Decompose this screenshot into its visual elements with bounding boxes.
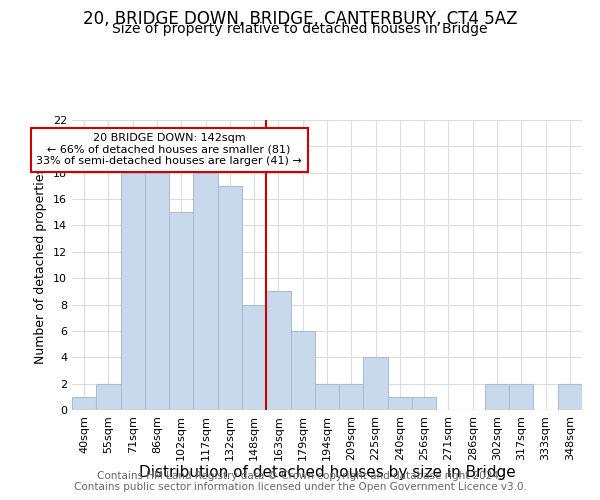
Bar xyxy=(388,397,412,410)
Bar xyxy=(364,358,388,410)
Text: Contains public sector information licensed under the Open Government Licence v3: Contains public sector information licen… xyxy=(74,482,526,492)
Text: Size of property relative to detached houses in Bridge: Size of property relative to detached ho… xyxy=(112,22,488,36)
Bar xyxy=(315,384,339,410)
Bar xyxy=(266,292,290,410)
Bar xyxy=(193,172,218,410)
Bar xyxy=(96,384,121,410)
Y-axis label: Number of detached properties: Number of detached properties xyxy=(34,166,47,364)
Bar xyxy=(121,172,145,410)
Bar xyxy=(290,331,315,410)
Bar xyxy=(169,212,193,410)
Text: Contains HM Land Registry data © Crown copyright and database right 2024.: Contains HM Land Registry data © Crown c… xyxy=(97,471,503,481)
Bar xyxy=(339,384,364,410)
Bar xyxy=(412,397,436,410)
Text: 20 BRIDGE DOWN: 142sqm
← 66% of detached houses are smaller (81)
33% of semi-det: 20 BRIDGE DOWN: 142sqm ← 66% of detached… xyxy=(36,133,302,166)
Bar xyxy=(509,384,533,410)
Text: 20, BRIDGE DOWN, BRIDGE, CANTERBURY, CT4 5AZ: 20, BRIDGE DOWN, BRIDGE, CANTERBURY, CT4… xyxy=(83,10,517,28)
X-axis label: Distribution of detached houses by size in Bridge: Distribution of detached houses by size … xyxy=(139,466,515,480)
Bar xyxy=(242,304,266,410)
Bar xyxy=(485,384,509,410)
Bar xyxy=(558,384,582,410)
Bar xyxy=(218,186,242,410)
Bar xyxy=(72,397,96,410)
Bar xyxy=(145,172,169,410)
